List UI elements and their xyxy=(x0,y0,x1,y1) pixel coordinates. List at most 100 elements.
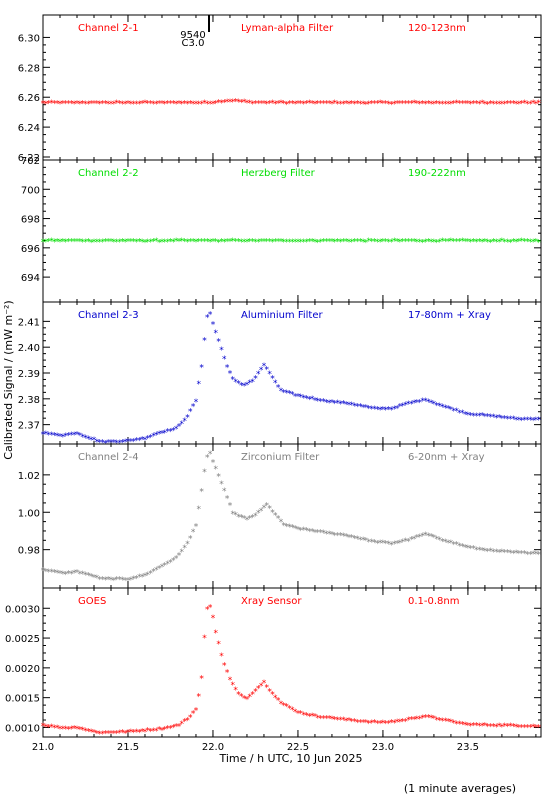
data-point: * xyxy=(350,534,355,544)
x-tick-label: 21.0 xyxy=(32,742,54,753)
data-point: * xyxy=(384,406,389,416)
data-point: * xyxy=(239,98,244,108)
data-point: * xyxy=(375,720,380,730)
data-point: * xyxy=(287,100,292,110)
y-tick-label: 702 xyxy=(21,156,40,167)
y-tick-label: 2.39 xyxy=(18,369,40,380)
data-point: * xyxy=(443,538,448,548)
data-point: * xyxy=(508,549,513,559)
data-point: * xyxy=(395,539,400,549)
panel-channel-label: GOES xyxy=(78,596,106,607)
data-point: * xyxy=(471,412,476,422)
data-point: * xyxy=(531,723,536,733)
data-point: * xyxy=(480,412,485,422)
data-point: * xyxy=(406,100,411,110)
data-point: * xyxy=(313,396,318,406)
data-point: * xyxy=(202,238,207,248)
data-point: * xyxy=(231,98,236,108)
data-point: * xyxy=(378,406,383,416)
data-point: * xyxy=(194,100,199,110)
data-point: * xyxy=(344,717,349,727)
data-point: * xyxy=(468,411,473,421)
data-point: * xyxy=(304,711,309,721)
data-point: * xyxy=(80,100,85,110)
data-point: * xyxy=(500,100,505,110)
data-point: * xyxy=(471,100,476,110)
data-point: * xyxy=(321,398,326,408)
data-point: * xyxy=(148,433,153,443)
data-point: * xyxy=(112,100,117,110)
data-point: * xyxy=(534,100,539,110)
data-point: * xyxy=(276,514,281,524)
data-point: * xyxy=(262,679,267,689)
data-point: * xyxy=(131,437,136,447)
data-point: * xyxy=(352,238,357,248)
data-point: * xyxy=(95,99,100,109)
data-point: * xyxy=(381,100,386,110)
data-point: * xyxy=(214,465,219,475)
data-point: * xyxy=(361,536,366,546)
data-point: * xyxy=(126,576,131,586)
data-point: * xyxy=(440,537,445,547)
data-point: * xyxy=(301,100,306,110)
data-point: * xyxy=(440,100,445,110)
y-tick-label: 6.26 xyxy=(18,93,40,104)
y-tick-label: 694 xyxy=(21,273,40,284)
data-point: * xyxy=(369,719,374,729)
data-point: * xyxy=(188,534,193,544)
data-point: * xyxy=(463,238,468,248)
data-point: * xyxy=(480,99,485,109)
data-point: * xyxy=(191,100,196,110)
data-point: * xyxy=(466,544,471,554)
data-point: * xyxy=(474,721,479,731)
data-point: * xyxy=(245,99,250,109)
y-tick-label: 698 xyxy=(21,215,40,226)
data-point: * xyxy=(426,99,431,109)
data-point: * xyxy=(372,99,377,109)
panel-filter-label: Herzberg Filter xyxy=(241,168,316,179)
data-point: * xyxy=(491,100,496,110)
data-point: * xyxy=(528,724,533,734)
data-point: * xyxy=(89,436,94,446)
data-point: * xyxy=(536,723,541,733)
data-point: * xyxy=(131,575,136,585)
data-point: * xyxy=(534,723,539,733)
data-point: * xyxy=(324,399,329,409)
data-point: * xyxy=(205,313,210,323)
data-point: * xyxy=(401,238,406,248)
data-point: * xyxy=(437,402,442,412)
data-point: * xyxy=(86,727,91,737)
data-point: * xyxy=(120,238,125,248)
data-point: * xyxy=(151,432,156,442)
data-point: * xyxy=(239,514,244,524)
data-point: * xyxy=(347,534,352,544)
data-point: * xyxy=(146,100,151,110)
data-point: * xyxy=(502,100,507,110)
data-point: * xyxy=(528,416,533,426)
data-point: * xyxy=(69,99,74,109)
data-point: * xyxy=(80,726,85,736)
data-point: * xyxy=(197,237,202,247)
data-point: * xyxy=(511,549,516,559)
data-point: * xyxy=(250,237,255,247)
data-point: * xyxy=(265,502,270,512)
data-point: * xyxy=(219,480,224,490)
data-point: * xyxy=(131,728,136,738)
data-point: * xyxy=(381,539,386,549)
data-point: * xyxy=(61,99,66,109)
data-point: * xyxy=(392,719,397,729)
data-point: * xyxy=(420,100,425,110)
data-point: * xyxy=(449,100,454,110)
data-point: * xyxy=(114,576,119,586)
data-point: * xyxy=(55,99,60,109)
data-point: * xyxy=(321,237,326,247)
data-point: * xyxy=(318,238,323,248)
data-point: * xyxy=(103,576,108,586)
data-point: * xyxy=(347,401,352,411)
data-point: * xyxy=(143,238,148,248)
data-point: * xyxy=(253,512,258,522)
data-point: * xyxy=(174,425,179,435)
data-point: * xyxy=(522,416,527,426)
data-point: * xyxy=(330,530,335,540)
data-point: * xyxy=(534,237,539,247)
